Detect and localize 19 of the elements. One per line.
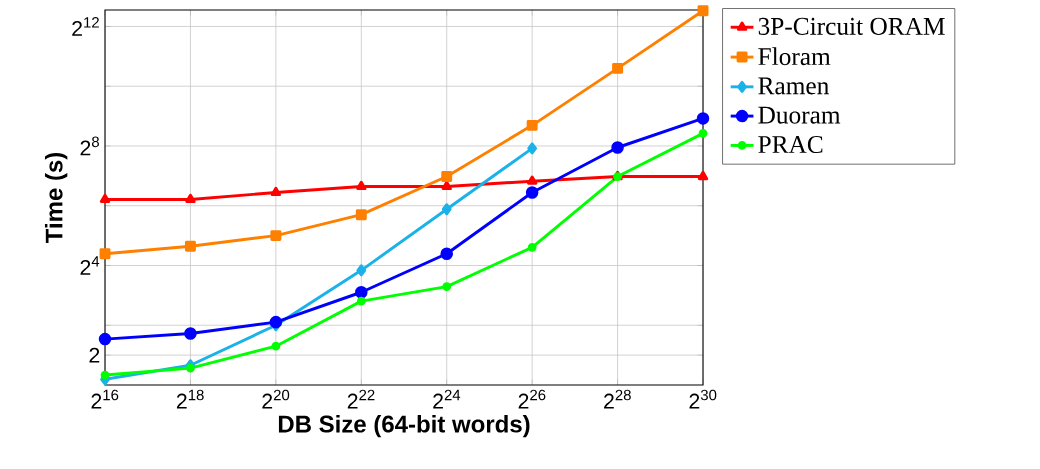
x-tick-label: 2$^{30}$ bbox=[689, 389, 717, 409]
x-tick-label: 2$^{24}$ bbox=[433, 389, 461, 409]
x-tick-label: 2$^{16}$ bbox=[91, 389, 119, 409]
x-tick-label: 2$^{20}$ bbox=[262, 389, 290, 409]
x-tick-label: 2$^{22}$ bbox=[347, 389, 375, 409]
y-tick-label: 2$^{4}$ bbox=[80, 256, 100, 275]
y-tick-label: 2$^{12}$ bbox=[72, 17, 99, 36]
x-tick-label: 2$^{28}$ bbox=[604, 389, 631, 409]
x-tick-label: 2$^{18}$ bbox=[176, 389, 204, 409]
legend-label: Duoram bbox=[758, 106, 841, 124]
legend-label: 3P-Circuit ORAM bbox=[758, 17, 945, 35]
x-tick-label: 2$^{26}$ bbox=[518, 389, 546, 409]
legend-label: Floram bbox=[758, 47, 831, 66]
legend-label: Ramen bbox=[758, 77, 829, 95]
x-axis-title: DB Size (64-bit words) bbox=[278, 414, 530, 438]
y-tick-label: 2 bbox=[89, 347, 100, 363]
legend-label: PRAC bbox=[758, 136, 823, 154]
y-tick-label: 2$^{8}$ bbox=[80, 136, 99, 156]
y-axis-title: Time (s) bbox=[44, 152, 68, 244]
